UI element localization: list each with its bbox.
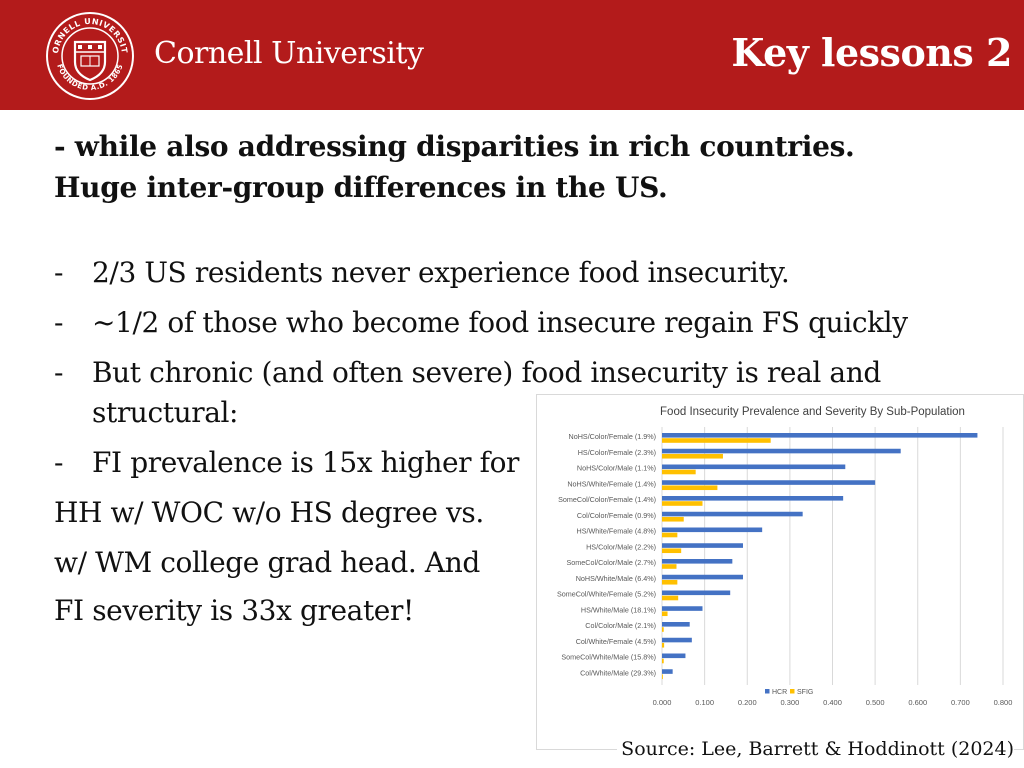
- chart-bar-sfig: [662, 501, 703, 506]
- category-label: Col/White/Male (29.3%): [580, 668, 656, 677]
- chart-bar-sfig: [662, 611, 668, 617]
- chart-title: Food Insecurity Prevalence and Severity …: [660, 406, 965, 418]
- x-tick-label: 0.800: [994, 698, 1013, 707]
- lead-statement: - while also addressing disparities in r…: [54, 126, 1004, 208]
- lead-line-1: - while also addressing disparities in r…: [54, 130, 855, 163]
- university-wordmark: Cornell University: [154, 36, 424, 71]
- category-label: Col/Color/Male (2.1%): [585, 621, 656, 630]
- chart-bar-sfig: [662, 564, 677, 569]
- chart-bar-sfig: [662, 579, 678, 585]
- category-label: NoHS/Color/Male (1.1%): [577, 464, 656, 473]
- cornell-seal-logo: CORNELL UNIVERSITY FOUNDED A.D. 1865: [44, 10, 134, 100]
- chart-bar-sfig: [662, 548, 682, 554]
- category-label: Col/White/Female (4.5%): [576, 637, 656, 646]
- chart-bar-hcr: [662, 637, 692, 643]
- chart-bar-hcr: [662, 574, 743, 580]
- legend-label: HCR: [772, 689, 787, 696]
- category-label: SomeCol/White/Male (15.8%): [561, 653, 656, 662]
- category-label: HS/Color/Female (2.3%): [578, 448, 656, 457]
- bullet-text: But chronic (and often severe) food inse…: [92, 356, 881, 389]
- category-label: SomeCol/Color/Male (2.7%): [567, 558, 656, 567]
- chart-bar-sfig: [662, 658, 664, 664]
- x-tick-label: 0.400: [823, 698, 842, 707]
- fi-prevalence-chart: Food Insecurity Prevalence and Severity …: [536, 394, 1024, 750]
- chart-bar-hcr: [662, 496, 844, 501]
- x-tick-label: 0.500: [866, 698, 885, 707]
- legend-label: SFIG: [797, 689, 813, 696]
- category-label: SomeCol/White/Female (5.2%): [557, 590, 656, 599]
- category-label: HS/Color/Male (2.2%): [586, 542, 656, 551]
- category-label: NoHS/Color/Female (1.9%): [569, 432, 656, 441]
- chart-bar-hcr: [662, 480, 876, 485]
- bullet-dash: -: [54, 356, 64, 389]
- bullet-text: FI prevalence is 15x higher for: [92, 446, 520, 479]
- slide-title: Key lessons 2: [731, 30, 1012, 75]
- chart-bar-sfig: [662, 485, 718, 491]
- category-label: NoHS/White/Male (6.4%): [576, 574, 656, 583]
- header-banner: CORNELL UNIVERSITY FOUNDED A.D. 1865 Cor…: [0, 0, 1024, 110]
- chart-bar-sfig: [662, 642, 665, 648]
- x-tick-label: 0.100: [695, 698, 714, 707]
- chart-bar-sfig: [662, 453, 723, 459]
- bullet-dash: -: [54, 256, 64, 289]
- bullet-dash: -: [54, 446, 64, 479]
- source-citation: Source: Lee, Barrett & Hoddinott (2024): [617, 738, 1014, 760]
- category-label: HS/White/Female (4.8%): [577, 527, 656, 536]
- category-label: SomeCol/Color/Female (1.4%): [558, 495, 656, 504]
- chart-bar-hcr: [662, 590, 731, 596]
- chart-bar-hcr: [662, 622, 690, 627]
- x-tick-label: 0.000: [653, 698, 672, 707]
- chart-bar-hcr: [662, 543, 743, 548]
- x-tick-label: 0.700: [951, 698, 970, 707]
- chart-bar-hcr: [662, 606, 703, 611]
- chart-bar-hcr: [662, 433, 978, 438]
- category-label: HS/White/Male (18.1%): [581, 605, 656, 614]
- category-label: Col/Color/Female (0.9%): [577, 511, 656, 520]
- chart-bar-hcr: [662, 653, 686, 659]
- x-tick-label: 0.200: [738, 698, 757, 707]
- category-label: NoHS/White/Female (1.4%): [567, 479, 656, 488]
- body-line: FI severity is 33x greater!: [54, 594, 414, 627]
- bullet-text: 2/3 US residents never experience food i…: [92, 256, 790, 289]
- chart-bar-sfig: [662, 627, 664, 632]
- chart-bar-hcr: [662, 669, 673, 674]
- bullet-text: structural:: [92, 396, 239, 429]
- chart-bar-hcr: [662, 511, 803, 517]
- chart-svg: Food Insecurity Prevalence and Severity …: [557, 406, 1013, 707]
- chart-bar-hcr: [662, 464, 846, 470]
- legend-swatch: [790, 689, 795, 694]
- chart-bar-hcr: [662, 527, 763, 533]
- chart-bar-sfig: [662, 532, 678, 538]
- chart-bar-sfig: [662, 438, 771, 443]
- chart-bar-hcr: [662, 559, 733, 564]
- x-tick-label: 0.300: [780, 698, 799, 707]
- legend-swatch: [765, 689, 770, 694]
- body-line: HH w/ WOC w/o HS degree vs.: [54, 496, 484, 529]
- chart-bar-sfig: [662, 516, 684, 522]
- bullet-text: ~1/2 of those who become food insecure r…: [92, 306, 908, 339]
- lead-line-2: Huge inter-group differences in the US.: [54, 171, 668, 204]
- chart-bar-sfig: [662, 674, 663, 680]
- bullet-dash: -: [54, 306, 64, 339]
- chart-bar-sfig: [662, 595, 679, 601]
- body-line: w/ WM college grad head. And: [54, 546, 480, 579]
- chart-bar-hcr: [662, 448, 901, 454]
- x-tick-label: 0.600: [908, 698, 927, 707]
- chart-bar-sfig: [662, 469, 696, 475]
